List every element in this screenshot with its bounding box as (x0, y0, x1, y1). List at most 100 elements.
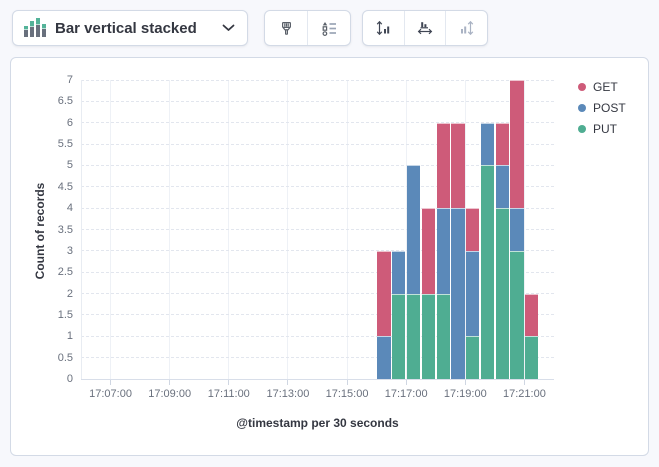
y-gridline (81, 314, 554, 316)
bar-segment-get[interactable] (436, 122, 450, 209)
y-tick-label: 6.5 (57, 95, 73, 108)
y-gridline (81, 250, 554, 252)
y-tick-label: 0 (66, 373, 73, 385)
x-tick-mark (287, 380, 289, 385)
bar-segment-put[interactable] (495, 208, 509, 379)
left-axis-button[interactable] (363, 11, 404, 45)
bar-segment-get[interactable] (451, 122, 465, 209)
bar-segment-post[interactable] (480, 122, 495, 166)
bar-segment-get[interactable] (510, 80, 524, 209)
paintbrush-icon (278, 20, 295, 37)
bar-segment-post[interactable] (466, 250, 480, 337)
x-tick-label: 17:21:00 (503, 388, 546, 400)
legend-label: POST (593, 100, 626, 115)
bar-segment-put[interactable] (480, 165, 495, 379)
left-axis-icon (374, 19, 392, 37)
chart-panel: Count of records @timestamp per 30 secon… (10, 57, 649, 456)
bar-segment-post[interactable] (510, 208, 524, 251)
editor-toolbar: Bar vertical stacked (0, 0, 659, 57)
bar-segment-post[interactable] (436, 208, 450, 294)
y-gridline (81, 143, 554, 145)
x-tick-mark (523, 380, 525, 385)
y-tick-label: 5.5 (57, 138, 73, 151)
bar-segment-get[interactable] (525, 293, 539, 337)
legend-color-dot (578, 82, 586, 91)
y-tick-label: 6 (66, 116, 73, 129)
visualization-options-icon (321, 20, 338, 37)
appearance-button[interactable] (265, 11, 307, 45)
y-tick-label: 3 (66, 244, 73, 257)
axes-button-group (362, 10, 488, 46)
bar-segment-get[interactable] (495, 122, 509, 166)
y-tick-label: 1 (66, 330, 73, 343)
legend-color-dot (578, 103, 586, 112)
chart-type-dropdown[interactable]: Bar vertical stacked (12, 10, 248, 46)
legend-item-get[interactable]: GET (578, 79, 626, 94)
bar-segment-put[interactable] (421, 293, 435, 379)
stacked-bar-chart-icon (23, 17, 47, 39)
x-tick-label: 17:15:00 (325, 388, 369, 400)
bar-segment-get[interactable] (466, 208, 480, 251)
y-gridline (81, 207, 554, 209)
legend-item-put[interactable]: PUT (578, 121, 626, 136)
chart-canvas: Count of records @timestamp per 30 secon… (11, 58, 648, 455)
chevron-down-icon (222, 24, 235, 32)
y-gridline (81, 79, 554, 81)
y-tick-label: 4.5 (57, 180, 73, 193)
x-tick-label: 17:11:00 (207, 388, 250, 400)
bar-segment-put[interactable] (510, 250, 524, 379)
bar-segment-post[interactable] (495, 165, 509, 209)
y-tick-label: 7 (66, 74, 73, 86)
x-tick-label: 17:13:00 (266, 388, 310, 400)
style-button-group (264, 10, 351, 46)
x-tick-mark (110, 380, 112, 385)
bar-segment-post[interactable] (377, 336, 391, 379)
legend-options-button[interactable] (307, 11, 350, 45)
y-gridline (81, 335, 554, 337)
y-gridline (81, 293, 554, 295)
y-gridline (81, 186, 554, 188)
bar-segment-put[interactable] (406, 293, 421, 379)
y-gridline (81, 122, 554, 124)
y-gridline (81, 271, 554, 273)
legend-item-post[interactable]: POST (578, 100, 626, 115)
y-tick-label: 4 (66, 202, 73, 215)
bar-segment-post[interactable] (451, 208, 465, 379)
y-tick-label: 0.5 (57, 351, 73, 364)
bottom-axis-button[interactable] (403, 11, 446, 45)
right-axis-icon-disabled (458, 19, 476, 37)
x-tick-mark (169, 380, 171, 385)
bar-segment-put[interactable] (392, 293, 406, 379)
x-tick-mark (346, 380, 348, 385)
bar-segment-post[interactable] (392, 250, 406, 294)
legend-color-dot (578, 124, 586, 133)
x-tick-label: 17:19:00 (443, 388, 487, 400)
y-gridline (81, 357, 554, 359)
y-axis-line (81, 80, 82, 379)
chart-type-label: Bar vertical stacked (55, 19, 197, 37)
x-tick-label: 17:07:00 (89, 388, 132, 400)
bottom-axis-icon (416, 19, 434, 37)
bar-segment-get[interactable] (377, 250, 391, 337)
x-tick-label: 17:09:00 (148, 388, 192, 400)
chart-legend: GET POST PUT (578, 79, 626, 136)
bar-segment-get[interactable] (421, 208, 435, 294)
y-tick-label: 2 (66, 287, 73, 300)
y-gridline (81, 100, 554, 102)
legend-label: PUT (593, 121, 617, 136)
y-tick-label: 2.5 (57, 266, 73, 279)
right-axis-button[interactable] (445, 11, 487, 45)
x-tick-mark (228, 380, 230, 385)
bar-segment-put[interactable] (466, 336, 480, 379)
bar-segment-put[interactable] (525, 336, 539, 379)
y-gridline (81, 164, 554, 166)
bar-segment-post[interactable] (406, 165, 421, 294)
bar-segment-put[interactable] (436, 293, 450, 379)
x-tick-mark (464, 380, 466, 385)
y-tick-label: 3.5 (57, 223, 73, 236)
y-tick-label: 5 (66, 159, 73, 172)
x-axis-line (81, 379, 554, 380)
x-axis-title: @timestamp per 30 seconds (236, 416, 399, 430)
x-tick-label: 17:17:00 (384, 388, 428, 400)
legend-label: GET (593, 79, 618, 94)
